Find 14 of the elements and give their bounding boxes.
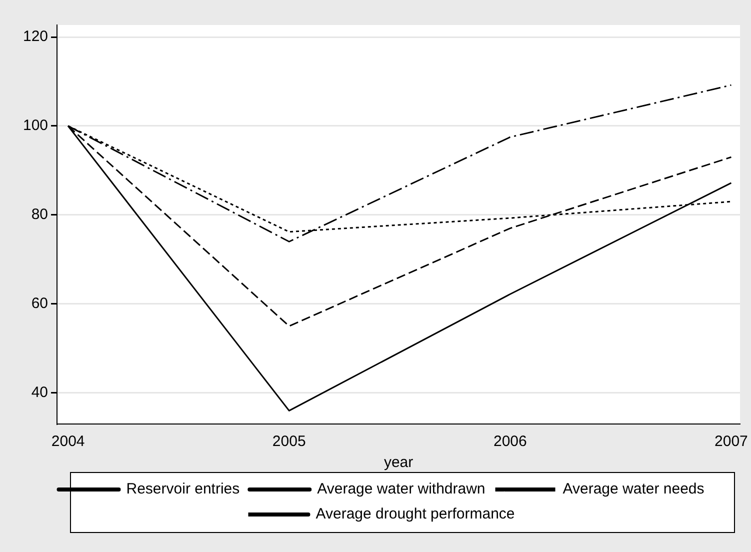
x-tick-label: 2007 (714, 433, 748, 450)
legend-label: Reservoir entries (126, 480, 240, 498)
y-tick-label: 40 (31, 384, 48, 402)
y-tick-label: 60 (31, 295, 48, 312)
legend-label: Average water needs (562, 480, 704, 498)
x-tick-label: 2006 (493, 433, 527, 450)
x-tick-label: 2004 (51, 433, 85, 450)
y-tick-label: 100 (22, 117, 48, 134)
x-tick-label: 2005 (272, 433, 306, 450)
y-tick-label: 120 (22, 28, 48, 46)
y-tick-label: 80 (31, 206, 48, 224)
legend-label: Average drought performance (316, 506, 515, 523)
x-axis-title: year (384, 454, 414, 472)
legend-label: Average water withdrawn (317, 480, 486, 498)
